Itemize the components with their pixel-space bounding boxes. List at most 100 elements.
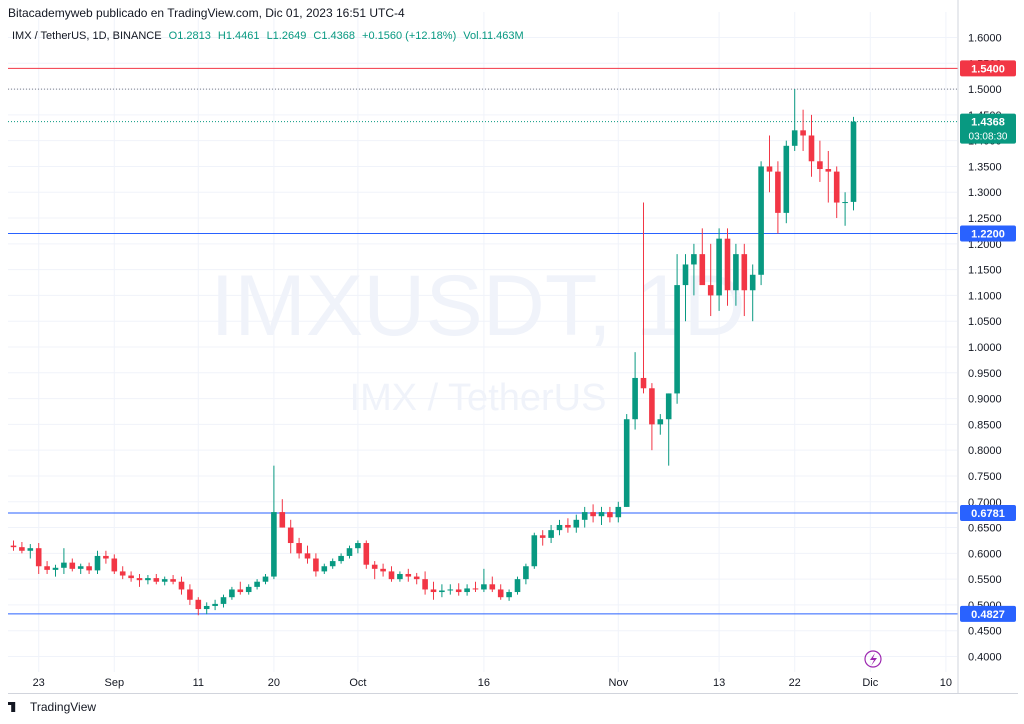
candle[interactable] <box>472 581 479 593</box>
candle[interactable] <box>271 465 277 580</box>
candle[interactable] <box>153 573 160 585</box>
candle[interactable] <box>649 383 655 451</box>
candle[interactable] <box>86 562 92 574</box>
candle[interactable] <box>539 530 546 546</box>
candle[interactable] <box>212 599 218 611</box>
candle[interactable] <box>581 506 588 528</box>
candle[interactable] <box>565 518 571 533</box>
candle[interactable] <box>237 581 244 595</box>
candle[interactable] <box>489 576 496 593</box>
candle[interactable] <box>455 583 462 596</box>
candle[interactable] <box>136 573 143 587</box>
candle[interactable] <box>422 571 428 595</box>
candle[interactable] <box>447 584 454 595</box>
candle[interactable] <box>346 545 353 559</box>
candle[interactable] <box>413 572 420 585</box>
candle[interactable] <box>321 563 328 574</box>
candle[interactable] <box>833 166 840 219</box>
candle[interactable] <box>733 243 739 306</box>
candle[interactable] <box>229 586 235 600</box>
candle[interactable] <box>103 550 109 564</box>
candle[interactable] <box>195 597 202 616</box>
candle[interactable] <box>632 352 638 430</box>
candle[interactable] <box>178 576 185 595</box>
candle[interactable] <box>397 571 403 582</box>
candle[interactable] <box>363 540 370 569</box>
candle[interactable] <box>682 254 689 322</box>
candle[interactable] <box>77 563 84 574</box>
candle[interactable] <box>766 135 773 193</box>
candle[interactable] <box>61 548 67 574</box>
candle[interactable] <box>724 228 731 306</box>
candle[interactable] <box>623 414 630 507</box>
candle[interactable] <box>514 576 521 595</box>
candle[interactable] <box>287 519 294 554</box>
candle[interactable] <box>481 568 487 593</box>
candle[interactable] <box>531 532 538 569</box>
candle[interactable] <box>590 504 596 523</box>
candle[interactable] <box>10 540 17 551</box>
candle[interactable] <box>111 554 118 574</box>
candle[interactable] <box>716 228 722 311</box>
candle[interactable] <box>35 543 42 574</box>
candle[interactable] <box>615 501 622 523</box>
candle[interactable] <box>758 161 764 286</box>
candle[interactable] <box>657 414 664 435</box>
candle[interactable] <box>388 566 395 582</box>
candle[interactable] <box>800 109 806 151</box>
candle[interactable] <box>220 594 227 608</box>
candle[interactable] <box>128 571 134 582</box>
candle[interactable] <box>556 519 563 536</box>
candle[interactable] <box>665 393 672 466</box>
candle[interactable] <box>262 573 269 585</box>
candle[interactable] <box>203 602 210 615</box>
symbol-info[interactable]: IMX / TetherUS, 1D, BINANCE <box>12 30 162 42</box>
candle[interactable] <box>741 243 748 317</box>
candle[interactable] <box>749 264 756 322</box>
candle[interactable] <box>254 579 260 590</box>
time-axis[interactable]: 23 Sep 11 20 Oct 16 Nov 13 22 Dic 10 <box>33 677 952 689</box>
candle[interactable] <box>187 584 193 605</box>
candle[interactable] <box>119 566 126 580</box>
lightning-icon[interactable] <box>864 650 882 668</box>
candle[interactable] <box>640 202 647 394</box>
candle[interactable] <box>430 581 437 600</box>
candle[interactable] <box>44 561 50 574</box>
candle[interactable] <box>674 254 680 404</box>
candle[interactable] <box>304 545 311 564</box>
candle[interactable] <box>783 140 790 224</box>
candle[interactable] <box>380 563 386 577</box>
candle[interactable] <box>145 575 151 585</box>
candle[interactable] <box>825 150 832 203</box>
candle[interactable] <box>161 576 168 586</box>
candle[interactable] <box>371 561 378 580</box>
candle[interactable] <box>329 558 336 569</box>
candle[interactable] <box>170 575 176 585</box>
candle[interactable] <box>573 514 580 533</box>
candle[interactable] <box>52 564 59 577</box>
candle[interactable] <box>439 584 445 598</box>
candle[interactable] <box>245 584 252 595</box>
candle[interactable] <box>842 192 848 226</box>
candle[interactable] <box>497 584 504 600</box>
candle[interactable] <box>791 89 798 151</box>
candle[interactable] <box>506 589 512 601</box>
candle[interactable] <box>338 553 344 564</box>
candle[interactable] <box>707 243 714 317</box>
candle[interactable] <box>19 542 25 554</box>
candle[interactable] <box>279 499 286 528</box>
candle[interactable] <box>313 553 319 577</box>
candle[interactable] <box>598 506 605 525</box>
candle[interactable] <box>691 243 697 296</box>
price-axis[interactable]: 1.60001.55001.50001.45001.40001.35001.30… <box>957 0 1002 693</box>
candle[interactable] <box>817 140 823 182</box>
candle[interactable] <box>808 114 815 177</box>
candle[interactable] <box>296 537 302 559</box>
candle[interactable] <box>548 524 554 544</box>
candle[interactable] <box>775 161 781 234</box>
candle[interactable] <box>523 563 529 585</box>
candle[interactable] <box>405 568 412 582</box>
candle[interactable] <box>27 544 34 559</box>
candle[interactable] <box>464 584 470 596</box>
candle[interactable] <box>850 116 857 211</box>
